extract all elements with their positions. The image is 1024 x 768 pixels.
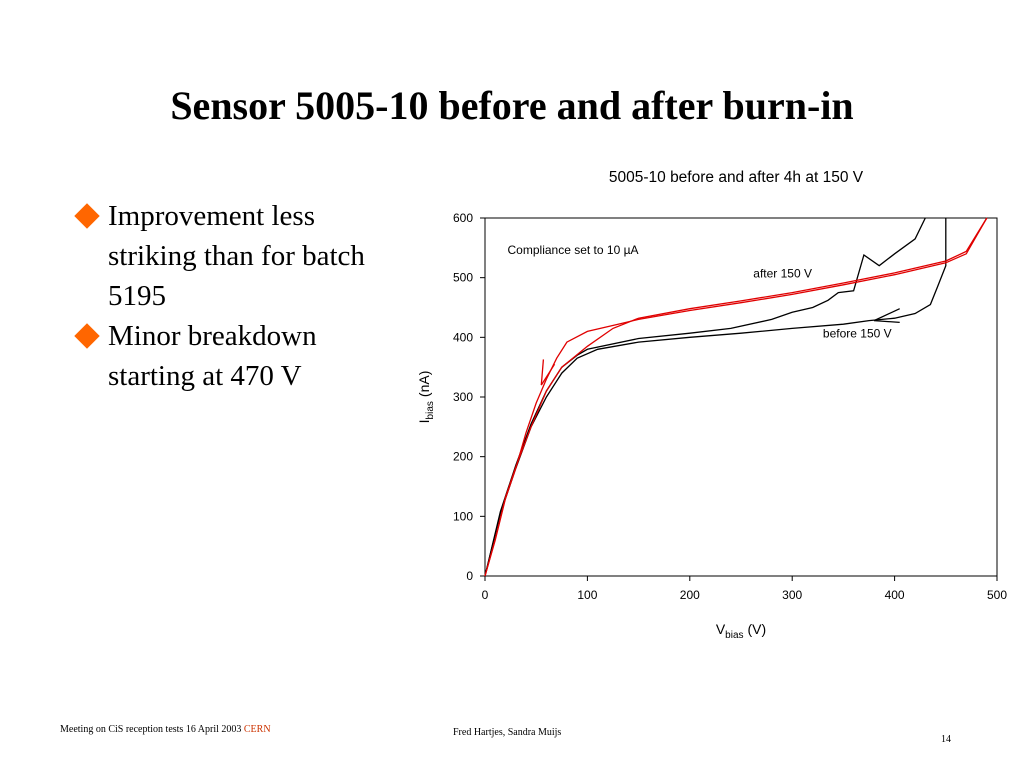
y-tick-label: 200 <box>453 450 473 464</box>
diamond-bullet-icon <box>74 323 100 349</box>
slide-title: Sensor 5005-10 before and after burn-in <box>170 83 854 128</box>
x-axis-label: Vbias (V) <box>716 621 766 641</box>
series-line <box>873 308 900 322</box>
axis-ticks: 0 100 200 300 400 500 0 100 200 300 400 500 600 <box>453 211 1007 602</box>
y-tick-label: 600 <box>453 211 473 225</box>
chart-annotations: Compliance set to 10 µA after 150 V before… <box>508 243 892 341</box>
y-tick-label: 0 <box>466 569 473 583</box>
diamond-bullet-icon <box>74 203 100 229</box>
series-line <box>484 218 947 577</box>
bullet-item: Improvement less striking than for batch… <box>72 196 372 316</box>
x-tick-label: 200 <box>680 588 700 602</box>
y-axis-label-sub: bias <box>425 401 436 419</box>
iv-chart: 5005-10 before and after 4h at 150 V 0 10… <box>416 169 1007 641</box>
x-tick-label: 100 <box>577 588 597 602</box>
y-axis-label-unit: (nA) <box>416 371 432 397</box>
footer-meeting: Meeting on CiS reception tests 16 April … <box>60 724 271 735</box>
y-axis-label: Ibias (nA) <box>416 371 436 424</box>
x-tick-label: 300 <box>782 588 802 602</box>
footer-meeting-text: Meeting on CiS reception tests 16 April … <box>60 724 242 735</box>
x-tick-label: 400 <box>885 588 905 602</box>
x-tick-label: 500 <box>987 588 1007 602</box>
page-number: 14 <box>941 734 951 745</box>
bullet-item: Minor breakdown starting at 470 V <box>72 316 372 396</box>
y-axis-label-main: I <box>416 419 432 423</box>
series-line <box>540 359 545 386</box>
y-tick-label: 300 <box>453 390 473 404</box>
y-tick-label: 100 <box>453 509 473 523</box>
y-tick-label: 500 <box>453 271 473 285</box>
series-line <box>874 319 900 324</box>
series-line <box>484 217 988 577</box>
series-line <box>540 363 556 386</box>
plot-area <box>484 217 998 577</box>
series-line <box>484 217 926 577</box>
bullet-list: Improvement less striking than for batch… <box>72 196 372 396</box>
bullet-text: Minor breakdown starting at 470 V <box>108 320 317 392</box>
series-line <box>484 217 988 577</box>
bullet-text: Improvement less striking than for batch… <box>108 200 365 312</box>
chart-annotation: after 150 V <box>753 267 812 281</box>
x-axis-label-unit: (V) <box>748 621 767 637</box>
chart-title: 5005-10 before and after 4h at 150 V <box>609 169 864 186</box>
chart-annotation: before 150 V <box>823 326 892 340</box>
y-tick-label: 400 <box>453 330 473 344</box>
x-tick-label: 0 <box>482 588 489 602</box>
chart-annotation: Compliance set to 10 µA <box>508 243 639 257</box>
footer-authors: Fred Hartjes, Sandra Muijs <box>453 727 562 738</box>
x-axis-label-sub: bias <box>725 630 743 641</box>
x-axis-label-main: V <box>716 621 726 637</box>
footer-cern: CERN <box>243 724 271 735</box>
data-series <box>484 217 988 577</box>
